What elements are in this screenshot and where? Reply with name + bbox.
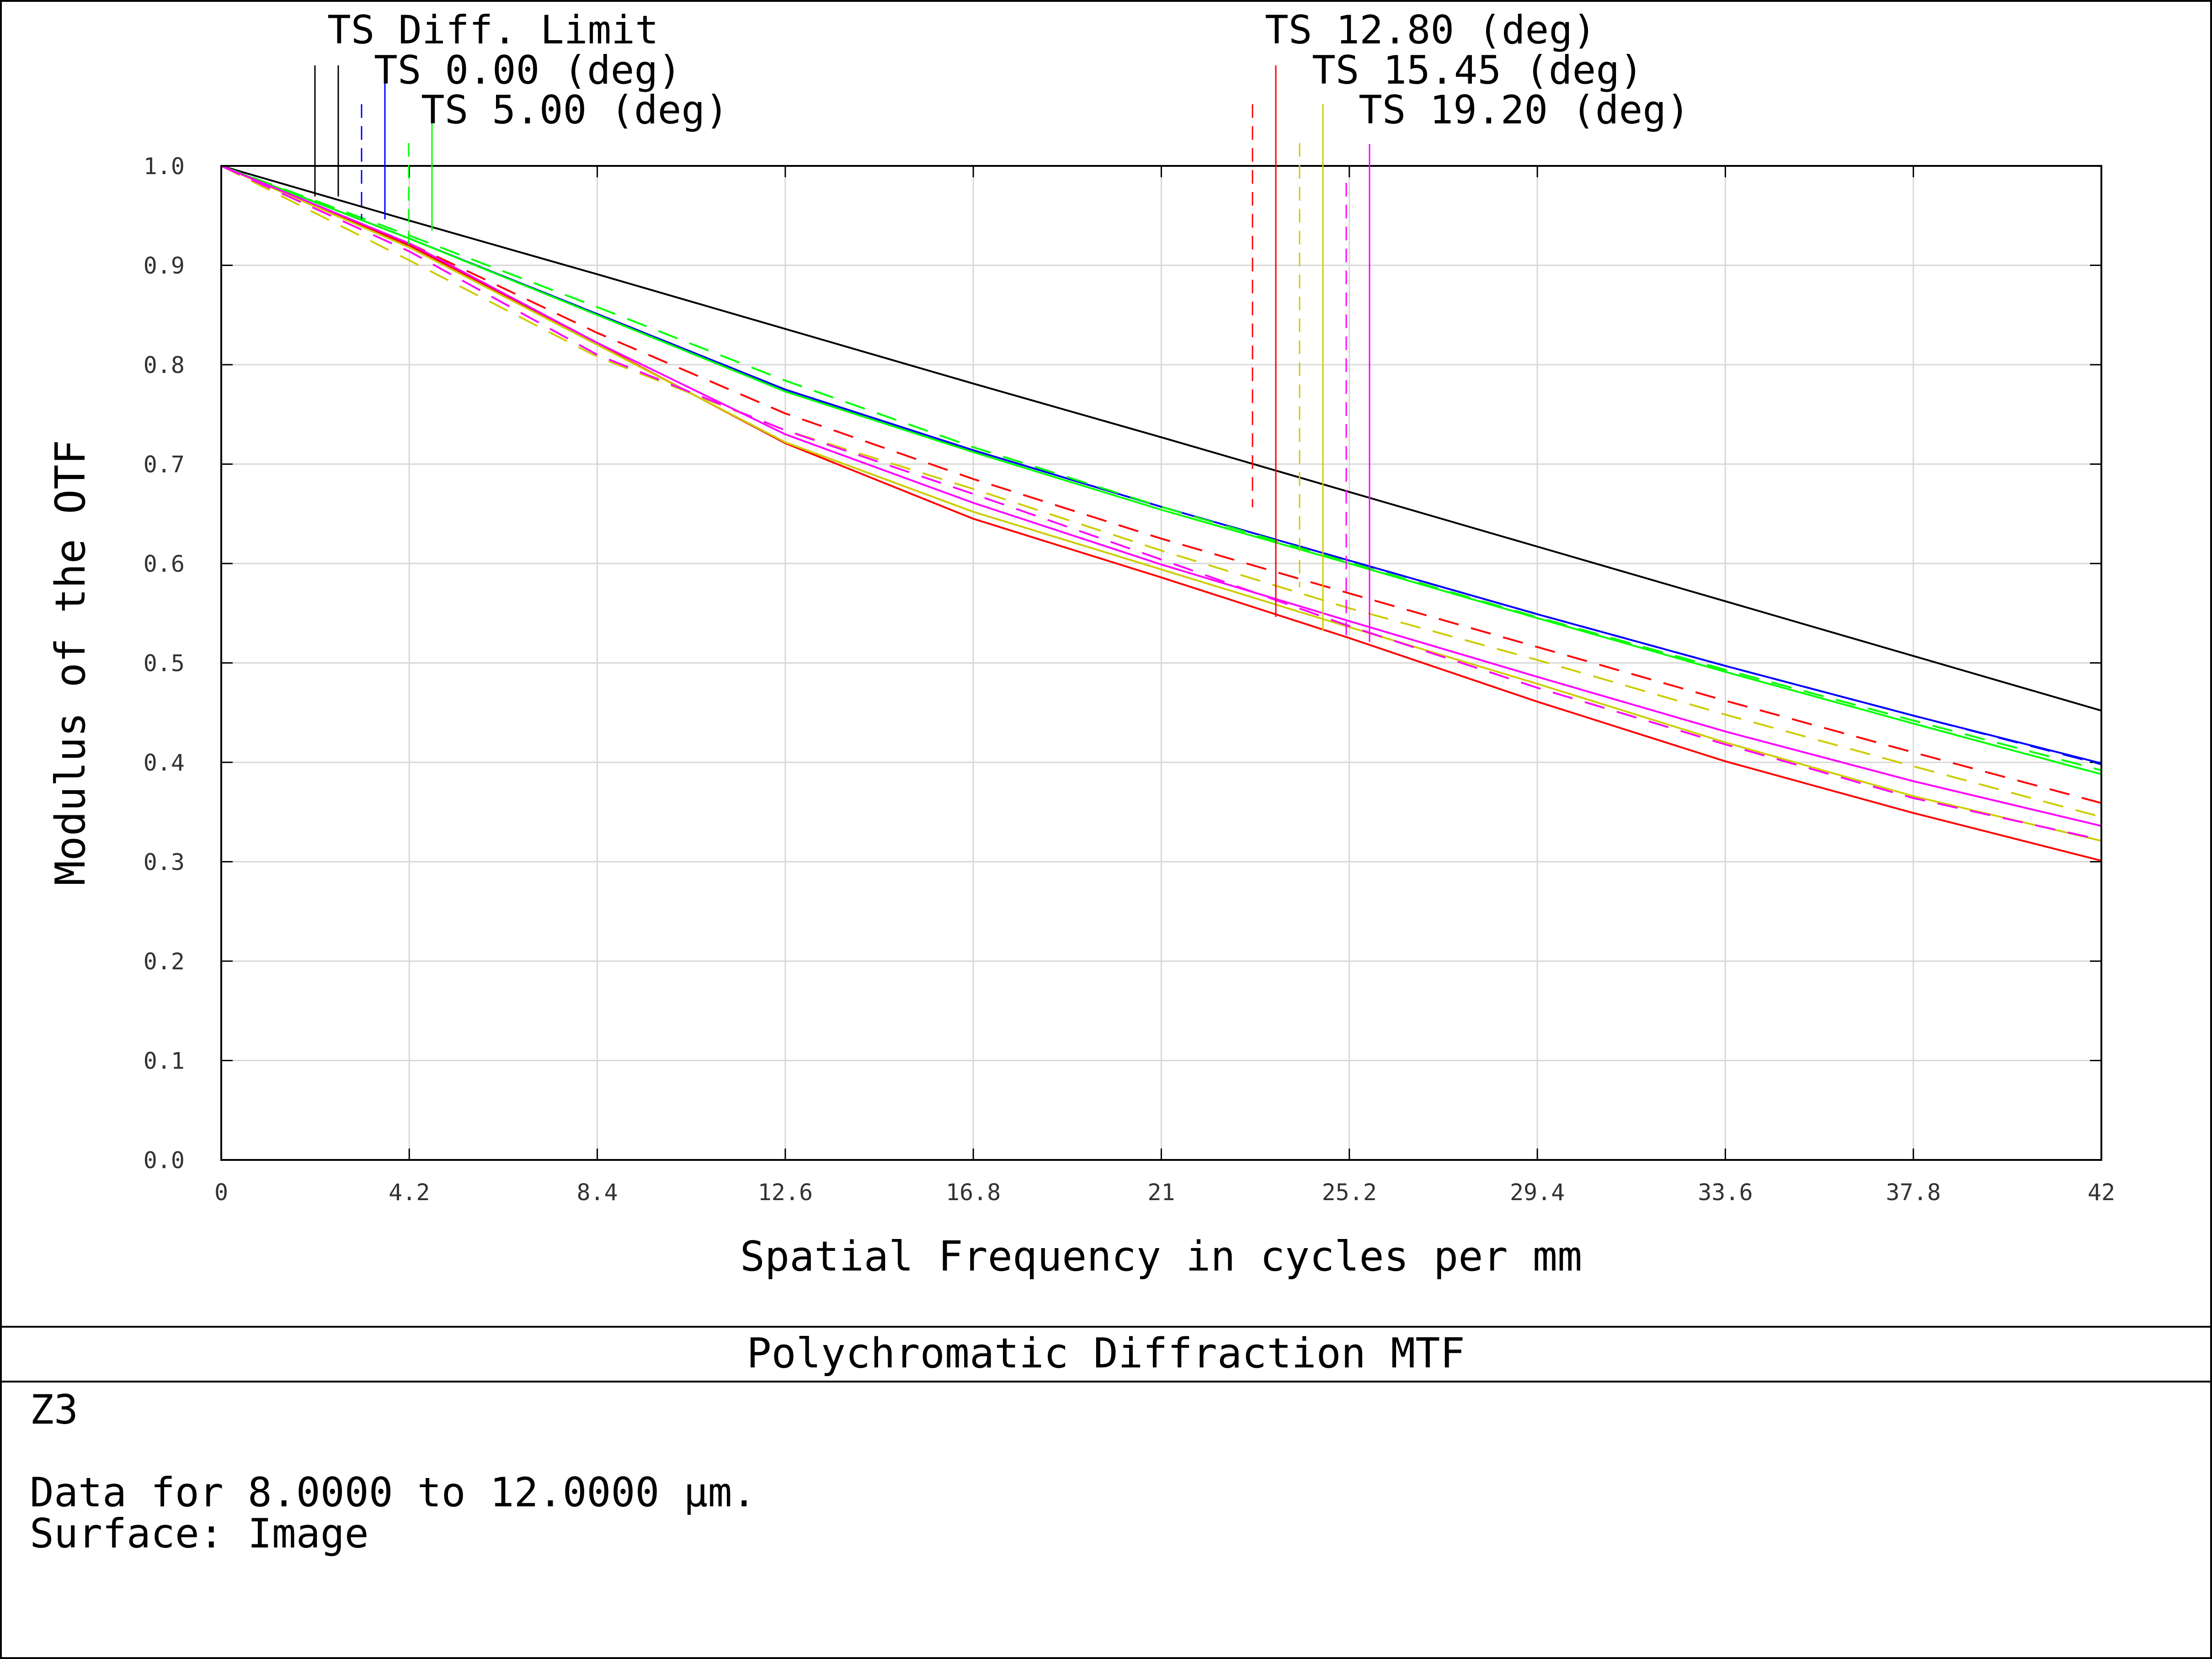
- x-tick-label: 25.2: [1322, 1179, 1377, 1206]
- y-tick-label: 0.6: [144, 551, 185, 577]
- surface-text: Surface: Image: [30, 1510, 369, 1557]
- x-axis-title: Spatial Frequency in cycles per mm: [740, 1233, 1582, 1281]
- series-line-dashed: [221, 165, 2102, 818]
- x-tick-label: 42: [2088, 1179, 2115, 1206]
- series-line-solid: [221, 165, 2102, 712]
- plot-area-border: [220, 165, 2102, 1161]
- y-axis-title: Modulus of the OTF: [47, 440, 95, 885]
- x-tick-label: 0: [214, 1179, 228, 1206]
- y-tick-label: 0.0: [144, 1147, 185, 1174]
- y-tick-label: 0.1: [144, 1048, 185, 1074]
- legend-label: TS 0.00 (deg): [374, 48, 682, 93]
- y-tick-label: 0.3: [144, 849, 185, 876]
- y-tick-label: 0.8: [144, 352, 185, 378]
- y-tick-label: 0.7: [144, 452, 185, 478]
- x-tick-label: 4.2: [389, 1179, 430, 1206]
- legend-label: TS 15.45 (deg): [1312, 48, 1643, 93]
- legend-label: TS 12.80 (deg): [1265, 7, 1596, 53]
- y-tick-label: 0.2: [144, 948, 185, 975]
- series-line-solid: [221, 165, 2102, 827]
- x-tick-label: 21: [1147, 1179, 1175, 1206]
- x-tick-labels: 0 4.2 8.4 12.6 16.8 21 25.2 29.4 33.6 37.8 42: [214, 1179, 2115, 1206]
- y-tick-label: 0.5: [144, 650, 185, 677]
- y-tick-label: 0.9: [144, 253, 185, 279]
- series-line-solid: [221, 165, 2102, 842]
- x-tick-label: 12.6: [758, 1179, 813, 1206]
- x-tick-label: 29.4: [1510, 1179, 1565, 1206]
- plot-lines: [221, 165, 2102, 862]
- y-tick-labels: 0.0 0.1 0.2 0.3 0.4 0.5 0.6 0.7 0.8 0.9 1.0: [144, 153, 185, 1174]
- legend-label: TS 19.20 (deg): [1359, 87, 1690, 133]
- chart-title: Polychromatic Diffraction MTF: [746, 1329, 1465, 1377]
- legend-label: TS Diff. Limit: [327, 7, 659, 53]
- x-tick-label: 37.8: [1886, 1179, 1940, 1206]
- series-line-dashed: [221, 165, 2102, 804]
- x-tick-label: 33.6: [1698, 1179, 1753, 1206]
- series-line-solid: [221, 165, 2102, 776]
- lens-name: Z3: [30, 1386, 78, 1433]
- x-tick-label: 16.8: [946, 1179, 1001, 1206]
- y-tick-label: 1.0: [144, 153, 185, 180]
- series-line-dashed: [221, 165, 2102, 841]
- series-line-solid: [221, 165, 2102, 862]
- series-line-dashed: [221, 165, 2102, 771]
- x-tick-label: 8.4: [576, 1179, 618, 1206]
- data-range-text: Data for 8.0000 to 12.0000 μm.: [30, 1469, 756, 1516]
- legend-label: TS 5.00 (deg): [421, 87, 729, 133]
- y-tick-label: 0.4: [144, 750, 185, 776]
